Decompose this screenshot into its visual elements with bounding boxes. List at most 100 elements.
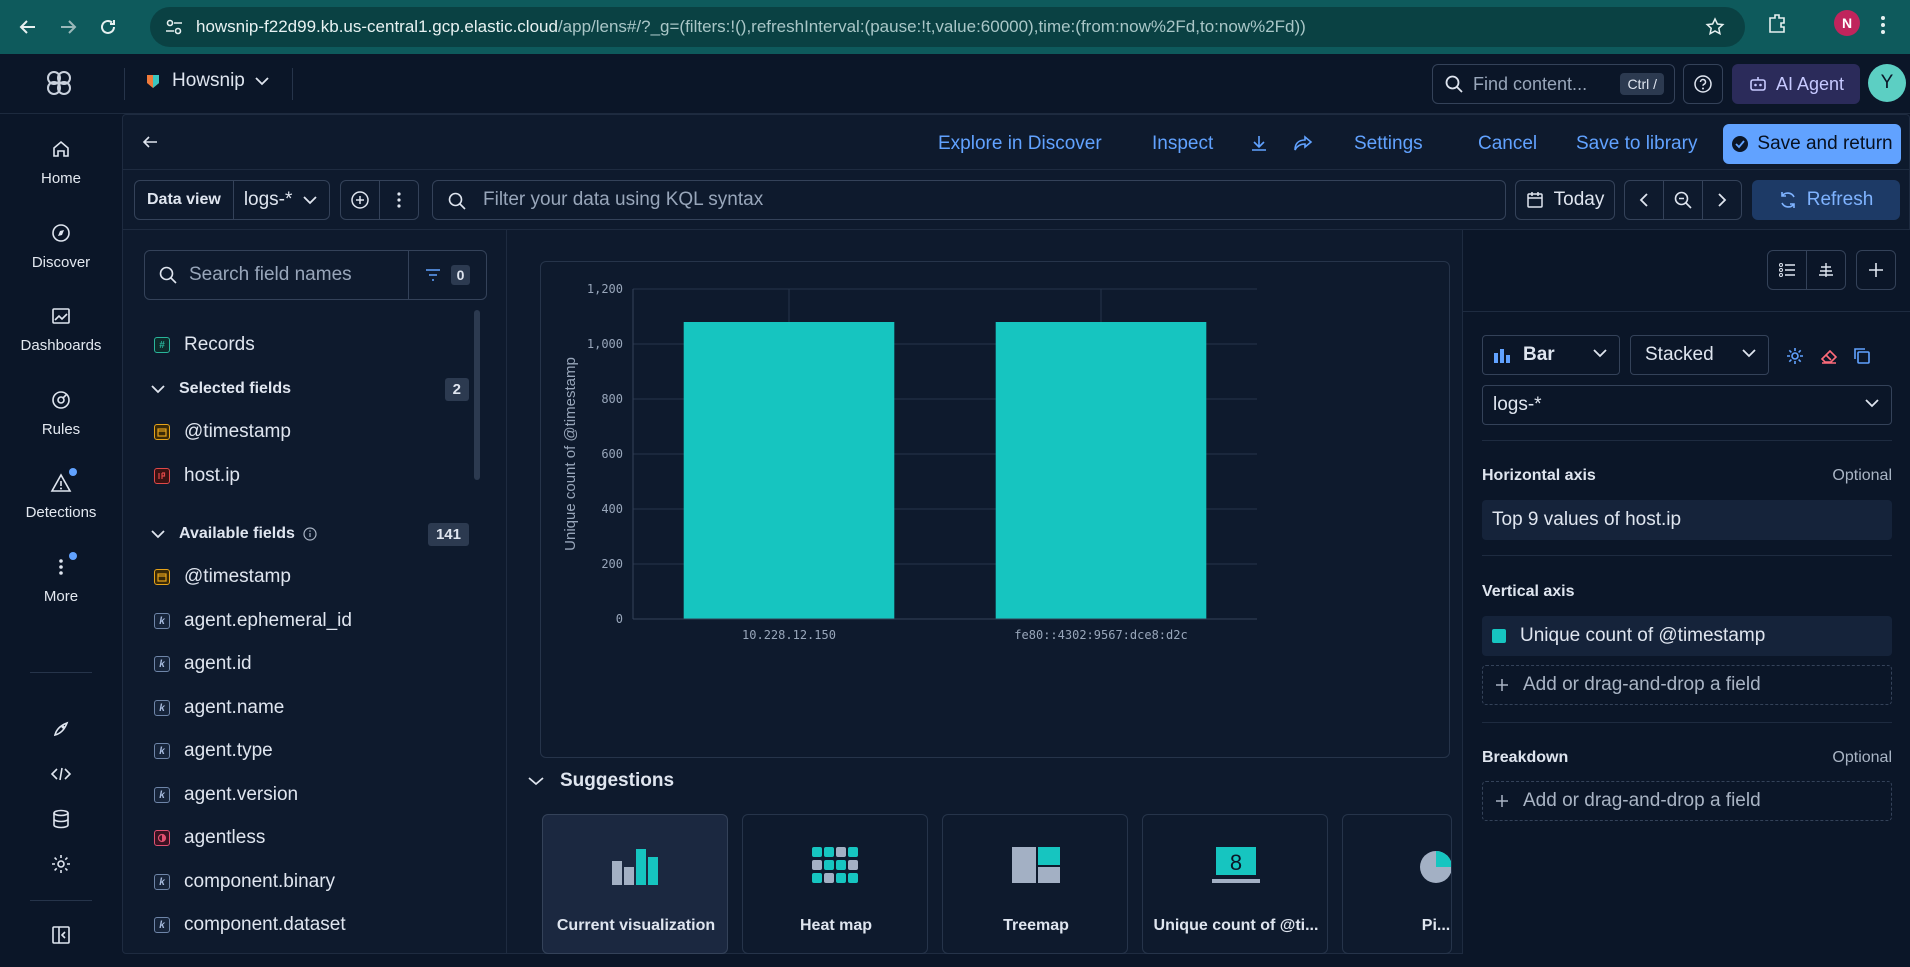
save-and-return-button[interactable]: Save and return (1723, 124, 1901, 164)
chevron-down-icon (255, 77, 269, 86)
field-item[interactable]: k agent.type (123, 736, 483, 766)
nav-item-dashboards[interactable]: Dashboards (0, 305, 122, 354)
suggestion-card-current[interactable]: Current visualization (542, 814, 728, 954)
horizontal-axis-dimension[interactable]: Top 9 values of host.ip (1482, 500, 1892, 540)
field-item[interactable]: k agent.id (123, 649, 483, 679)
eraser-icon[interactable] (1819, 346, 1839, 366)
field-item-records[interactable]: # Records (123, 330, 483, 360)
nav-item-rules[interactable]: Rules (0, 389, 122, 438)
query-menu-button[interactable] (379, 180, 419, 220)
browser-menu-icon[interactable] (1880, 14, 1886, 36)
stack-mode-select[interactable]: Stacked (1630, 335, 1769, 375)
layer-data-view-select[interactable]: logs-* (1482, 385, 1892, 425)
kql-search-field[interactable] (432, 180, 1506, 220)
optional-label: Optional (1832, 749, 1892, 766)
add-layer-button[interactable] (1856, 250, 1896, 290)
code-icon[interactable] (50, 763, 72, 785)
field-name: agent.id (184, 653, 252, 674)
collapse-nav-icon[interactable] (50, 924, 72, 946)
plus-icon (1496, 795, 1508, 807)
add-vertical-field-button[interactable]: Add or drag-and-drop a field (1482, 665, 1892, 705)
refresh-button[interactable]: Refresh (1752, 180, 1900, 220)
back-arrow-icon[interactable] (141, 133, 159, 151)
find-content-search[interactable]: Find content... Ctrl / (1432, 64, 1675, 104)
field-filter-button[interactable]: 0 (408, 251, 486, 299)
nav-item-more[interactable]: More (0, 552, 122, 605)
site-info-icon[interactable] (164, 17, 184, 37)
field-list-scrollbar[interactable] (474, 310, 480, 480)
zoom-out-button[interactable] (1663, 180, 1703, 220)
address-bar[interactable]: howsnip-f22d99.kb.us-central1.gcp.elasti… (150, 7, 1745, 47)
back-arrow-icon[interactable] (14, 13, 42, 41)
selected-fields-toggle[interactable]: Selected fields 2 (123, 374, 483, 404)
chart-type-select[interactable]: Bar (1482, 335, 1620, 375)
cancel-link[interactable]: Cancel (1478, 133, 1538, 154)
next-time-button[interactable] (1702, 180, 1742, 220)
series-color-swatch[interactable] (1492, 629, 1506, 643)
bookmark-star-icon[interactable] (1705, 17, 1725, 37)
gear-icon[interactable] (50, 853, 72, 875)
pie-chart-icon (1343, 845, 1451, 885)
suggestion-card-treemap[interactable]: Treemap (942, 814, 1128, 954)
copy-icon[interactable] (1852, 346, 1872, 366)
inspect-link[interactable]: Inspect (1152, 133, 1214, 154)
field-item[interactable]: k component.binary (123, 867, 483, 897)
rocket-icon[interactable] (50, 718, 72, 740)
field-item[interactable]: agentless (123, 823, 483, 853)
save-to-library-link[interactable]: Save to library (1576, 133, 1698, 154)
field-item[interactable]: k agent.version (123, 780, 483, 810)
share-icon[interactable] (1293, 134, 1313, 152)
y-tick-label: 600 (601, 447, 623, 461)
settings-link[interactable]: Settings (1354, 133, 1423, 154)
help-button[interactable] (1683, 64, 1723, 104)
kql-input[interactable] (483, 189, 1483, 211)
field-item[interactable]: @timestamp (123, 562, 483, 592)
suggestion-card-metric[interactable]: 8 Unique count of @ti... (1142, 814, 1328, 954)
suggestions-toggle[interactable]: Suggestions (528, 770, 674, 792)
user-avatar[interactable]: Y (1868, 64, 1906, 102)
available-fields-toggle[interactable]: Available fields 141 (123, 519, 483, 549)
metric-icon: 8 (1143, 845, 1327, 885)
suggestion-card-heatmap[interactable]: Heat map (742, 814, 928, 954)
chevron-right-icon (1718, 193, 1727, 207)
keyword-field-icon: k (154, 656, 170, 672)
field-search-input[interactable] (189, 264, 389, 286)
legend-settings-button[interactable] (1767, 250, 1807, 290)
vertical-axis-dimension[interactable]: Unique count of @timestamp (1482, 616, 1892, 656)
elastic-logo-icon[interactable] (44, 68, 74, 98)
space-selector[interactable]: Howsnip (144, 70, 269, 92)
field-item[interactable]: host.ip (123, 461, 483, 491)
nav-item-detections[interactable]: Detections (0, 468, 122, 521)
gear-icon[interactable] (1785, 346, 1805, 366)
date-picker-button[interactable]: Today (1515, 180, 1615, 220)
nav-item-home[interactable]: Home (0, 138, 122, 187)
browser-profile-avatar[interactable]: N (1834, 10, 1860, 36)
bar[interactable] (995, 322, 1207, 619)
info-icon[interactable] (303, 527, 317, 541)
reload-icon[interactable] (94, 13, 122, 41)
field-item[interactable]: k agent.name (123, 693, 483, 723)
suggestion-card-pie[interactable]: Pi... (1342, 814, 1452, 954)
field-item[interactable]: k agent.ephemeral_id (123, 606, 483, 636)
header-divider (292, 68, 293, 100)
field-item[interactable]: @timestamp (123, 417, 483, 447)
add-breakdown-field-button[interactable]: Add or drag-and-drop a field (1482, 781, 1892, 821)
nav-item-discover[interactable]: Discover (0, 222, 122, 271)
add-filter-button[interactable] (340, 180, 380, 220)
forward-arrow-icon[interactable] (54, 13, 82, 41)
axis-settings-button[interactable] (1806, 250, 1846, 290)
refresh-label: Refresh (1806, 189, 1874, 210)
nav-label: Home (40, 170, 81, 187)
data-view-selector[interactable]: Data view logs-* (134, 180, 330, 220)
chart-type-value: Bar (1523, 344, 1555, 365)
database-icon[interactable] (50, 808, 72, 830)
extensions-icon[interactable] (1766, 12, 1788, 34)
explore-in-discover-link[interactable]: Explore in Discover (938, 133, 1102, 154)
previous-time-button[interactable] (1624, 180, 1664, 220)
bar[interactable] (683, 322, 895, 619)
ai-agent-button[interactable]: AI Agent (1732, 64, 1860, 104)
bar-chart[interactable]: 0 200 400 600 800 1,000 1,200 10.228.12.150 fe80… (541, 262, 1449, 757)
field-search[interactable]: 0 (144, 250, 487, 300)
download-icon[interactable] (1250, 134, 1268, 152)
field-item[interactable]: k component.dataset (123, 910, 483, 940)
